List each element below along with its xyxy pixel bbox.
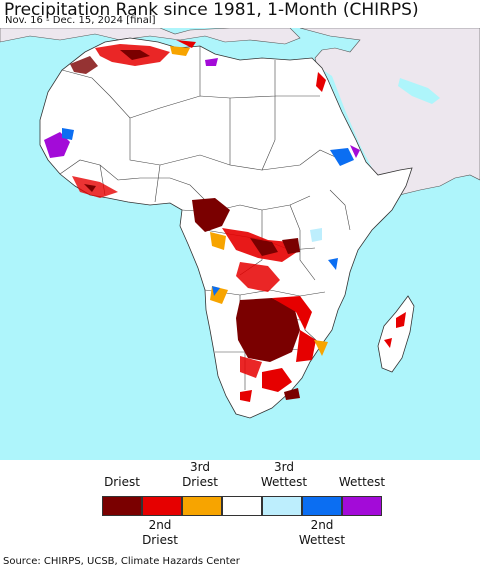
legend-swatch-normal	[222, 496, 262, 516]
legend-label-2nd-driest: 2nd Driest	[142, 518, 178, 547]
legend-swatch-3rd-driest	[182, 496, 222, 516]
legend-label-3rd-driest: 3rd Driest	[182, 460, 218, 489]
africa-land	[39, 37, 413, 419]
rank-patches	[44, 40, 406, 402]
legend-swatch-wettest	[342, 496, 382, 516]
europe-land	[0, 28, 301, 45]
legend-swatch-driest	[102, 496, 142, 516]
legend: Driest 3rd Driest 3rd Wettest Wettest 2n…	[0, 456, 480, 551]
map-title: Precipitation Rank since 1981, 1-Month (…	[4, 0, 419, 20]
legend-swatch-2nd-driest	[142, 496, 182, 516]
legend-swatch-3rd-wettest	[262, 496, 302, 516]
map-subtitle: Nov. 16 - Dec. 15, 2024 [final]	[5, 15, 156, 26]
legend-label-driest: Driest	[104, 475, 140, 489]
legend-label-2nd-wettest: 2nd Wettest	[298, 518, 346, 547]
red-sea	[323, 70, 372, 172]
legend-label-3rd-wettest: 3rd Wettest	[260, 460, 308, 489]
source-credit: Source: CHIRPS, UCSB, Climate Hazards Ce…	[3, 556, 240, 567]
legend-color-bar	[102, 496, 382, 516]
persian-gulf	[398, 78, 440, 104]
legend-label-wettest: Wettest	[338, 475, 386, 489]
legend-swatch-2nd-wettest	[302, 496, 342, 516]
precipitation-rank-map	[0, 28, 480, 460]
